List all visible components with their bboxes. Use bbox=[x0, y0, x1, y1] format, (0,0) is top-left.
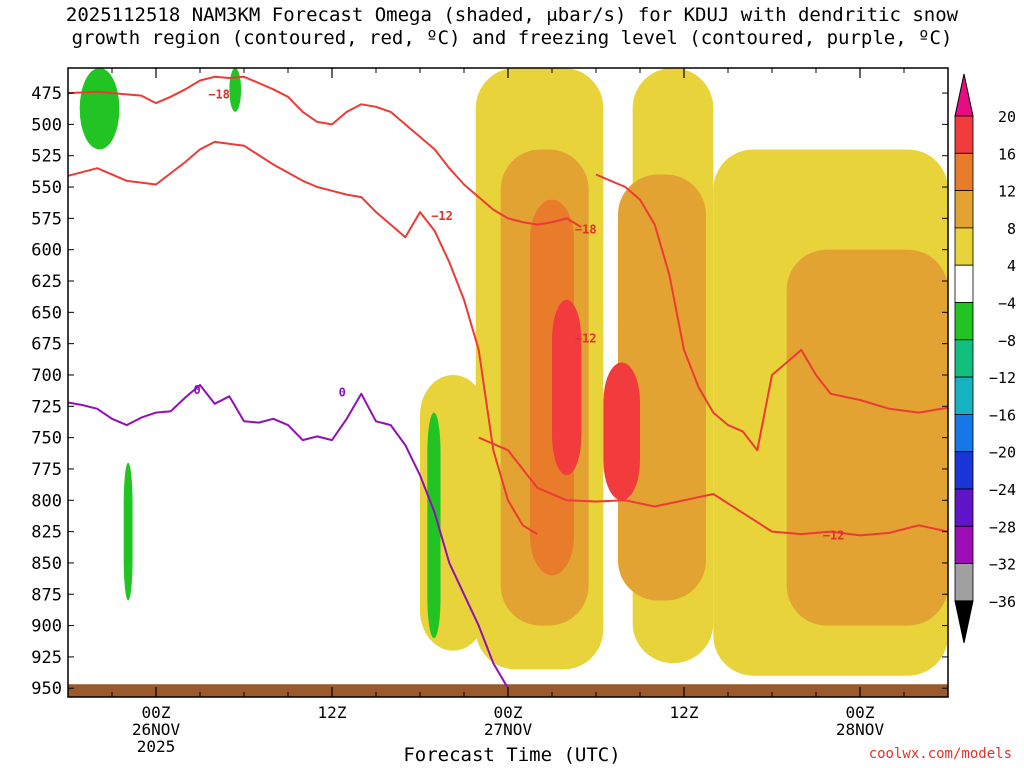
x-tick-label: 12Z bbox=[318, 703, 347, 722]
colorbar-top-triangle bbox=[954, 73, 974, 117]
dendritic-contour-line bbox=[67, 140, 538, 535]
y-tick-label: 925 bbox=[31, 648, 62, 668]
colorbar-label: −32 bbox=[989, 556, 1016, 574]
y-tick-label: 650 bbox=[31, 303, 62, 323]
contour-label: 0 bbox=[193, 383, 200, 397]
colorbar-swatch bbox=[954, 451, 974, 490]
y-tick-label: 775 bbox=[31, 460, 62, 480]
y-tick-label: 950 bbox=[31, 679, 62, 699]
omega-region bbox=[123, 462, 133, 601]
colorbar-swatch bbox=[954, 190, 974, 229]
omega-region bbox=[427, 412, 441, 639]
colorbar-swatch bbox=[954, 264, 974, 303]
x-tick-label: 00Z bbox=[142, 703, 171, 722]
contour-labels-layer: −18 −12 −18 −12 −12 0 0 bbox=[193, 87, 844, 542]
y-tick-label: 750 bbox=[31, 429, 62, 449]
y-tick-label: 700 bbox=[31, 366, 62, 386]
chart-title: 2025112518 NAM3KM Forecast Omega (shaded… bbox=[0, 4, 1024, 50]
omega-region bbox=[618, 174, 706, 601]
colorbar-label: −28 bbox=[989, 518, 1016, 536]
y-tick-label: 600 bbox=[31, 241, 62, 261]
colorbar-label: 8 bbox=[1007, 220, 1016, 238]
colorbar-label: 12 bbox=[998, 183, 1016, 201]
omega-region bbox=[786, 249, 948, 626]
colorbar-label: 16 bbox=[998, 145, 1016, 163]
y-tick-label: 525 bbox=[31, 147, 62, 167]
dendritic-contour-line bbox=[67, 75, 582, 228]
colorbar-label: −20 bbox=[989, 444, 1016, 462]
omega-shading-layer bbox=[79, 68, 948, 676]
contour-label: −18 bbox=[208, 87, 230, 101]
colorbar-swatch bbox=[954, 115, 974, 154]
y-tick-label: 850 bbox=[31, 554, 62, 574]
y-tick-label: 675 bbox=[31, 335, 62, 355]
axes-layer: 475 500 525 550 575 600 625 650 675 700 725 750 775 8… bbox=[31, 67, 949, 756]
dendritic-contour-line bbox=[595, 173, 949, 452]
colorbar-swatch bbox=[954, 302, 974, 341]
x-tick-label: 00Z bbox=[494, 703, 523, 722]
contour-label: −12 bbox=[823, 528, 845, 542]
x-tick-label: 26NOV bbox=[132, 720, 181, 739]
dendritic-contour-line bbox=[478, 436, 949, 537]
freezing-level-line bbox=[67, 384, 509, 689]
omega-region bbox=[79, 68, 120, 150]
x-tick-label: 28NOV bbox=[836, 720, 885, 739]
y-tick-label: 475 bbox=[31, 84, 62, 104]
colorbar-swatch bbox=[954, 376, 974, 415]
colorbar-label: 20 bbox=[998, 108, 1016, 126]
colorbar: 20 16 12 8 4 −4 −8 −12 −16 −20 −24 −28 −32 −36 bbox=[954, 73, 1016, 644]
x-tick-label: 12Z bbox=[670, 703, 699, 722]
colorbar-swatch bbox=[954, 152, 974, 192]
y-tick-label: 725 bbox=[31, 397, 62, 417]
contour-label: −18 bbox=[575, 223, 597, 237]
x-tick-label: 2025 bbox=[137, 737, 176, 756]
colorbar-label: −16 bbox=[989, 406, 1016, 424]
y-tick-label: 550 bbox=[31, 178, 62, 198]
colorbar-label: −4 bbox=[998, 295, 1016, 313]
omega-region bbox=[229, 68, 242, 112]
contour-layer bbox=[67, 75, 949, 689]
colorbar-label: −36 bbox=[989, 593, 1016, 611]
title-line-1: 2025112518 NAM3KM Forecast Omega (shaded… bbox=[65, 4, 959, 26]
y-tick-label: 575 bbox=[31, 209, 62, 229]
contour-label: 0 bbox=[339, 386, 346, 400]
y-tick-label: 500 bbox=[31, 115, 62, 135]
colorbar-label: −12 bbox=[989, 369, 1016, 387]
colorbar-swatch bbox=[954, 563, 974, 602]
x-axis-label: Forecast Time (UTC) bbox=[403, 744, 621, 766]
colorbar-swatch bbox=[954, 525, 974, 564]
omega-region bbox=[552, 299, 582, 476]
colorbar-swatch bbox=[954, 227, 974, 266]
colorbar-label: −8 bbox=[998, 332, 1016, 350]
omega-region bbox=[603, 362, 640, 501]
colorbar-bottom-triangle bbox=[954, 600, 974, 644]
y-tick-label: 875 bbox=[31, 585, 62, 605]
y-tick-label: 800 bbox=[31, 491, 62, 511]
y-tick-label: 825 bbox=[31, 523, 62, 543]
x-tick-label: 27NOV bbox=[484, 720, 533, 739]
contour-label: −12 bbox=[575, 332, 597, 346]
colorbar-swatch bbox=[954, 413, 974, 453]
colorbar-swatch bbox=[954, 339, 974, 378]
contour-label: −12 bbox=[431, 209, 453, 223]
y-tick-label: 625 bbox=[31, 272, 62, 292]
colorbar-label: −24 bbox=[989, 481, 1016, 499]
colorbar-label: 4 bbox=[1007, 257, 1016, 275]
credit-text: coolwx.com/models bbox=[868, 746, 1012, 762]
y-tick-label: 900 bbox=[31, 617, 62, 637]
x-tick-label: 00Z bbox=[846, 703, 875, 722]
colorbar-swatch bbox=[954, 488, 974, 527]
title-line-2: growth region (contoured, red, ºC) and f… bbox=[71, 27, 953, 49]
